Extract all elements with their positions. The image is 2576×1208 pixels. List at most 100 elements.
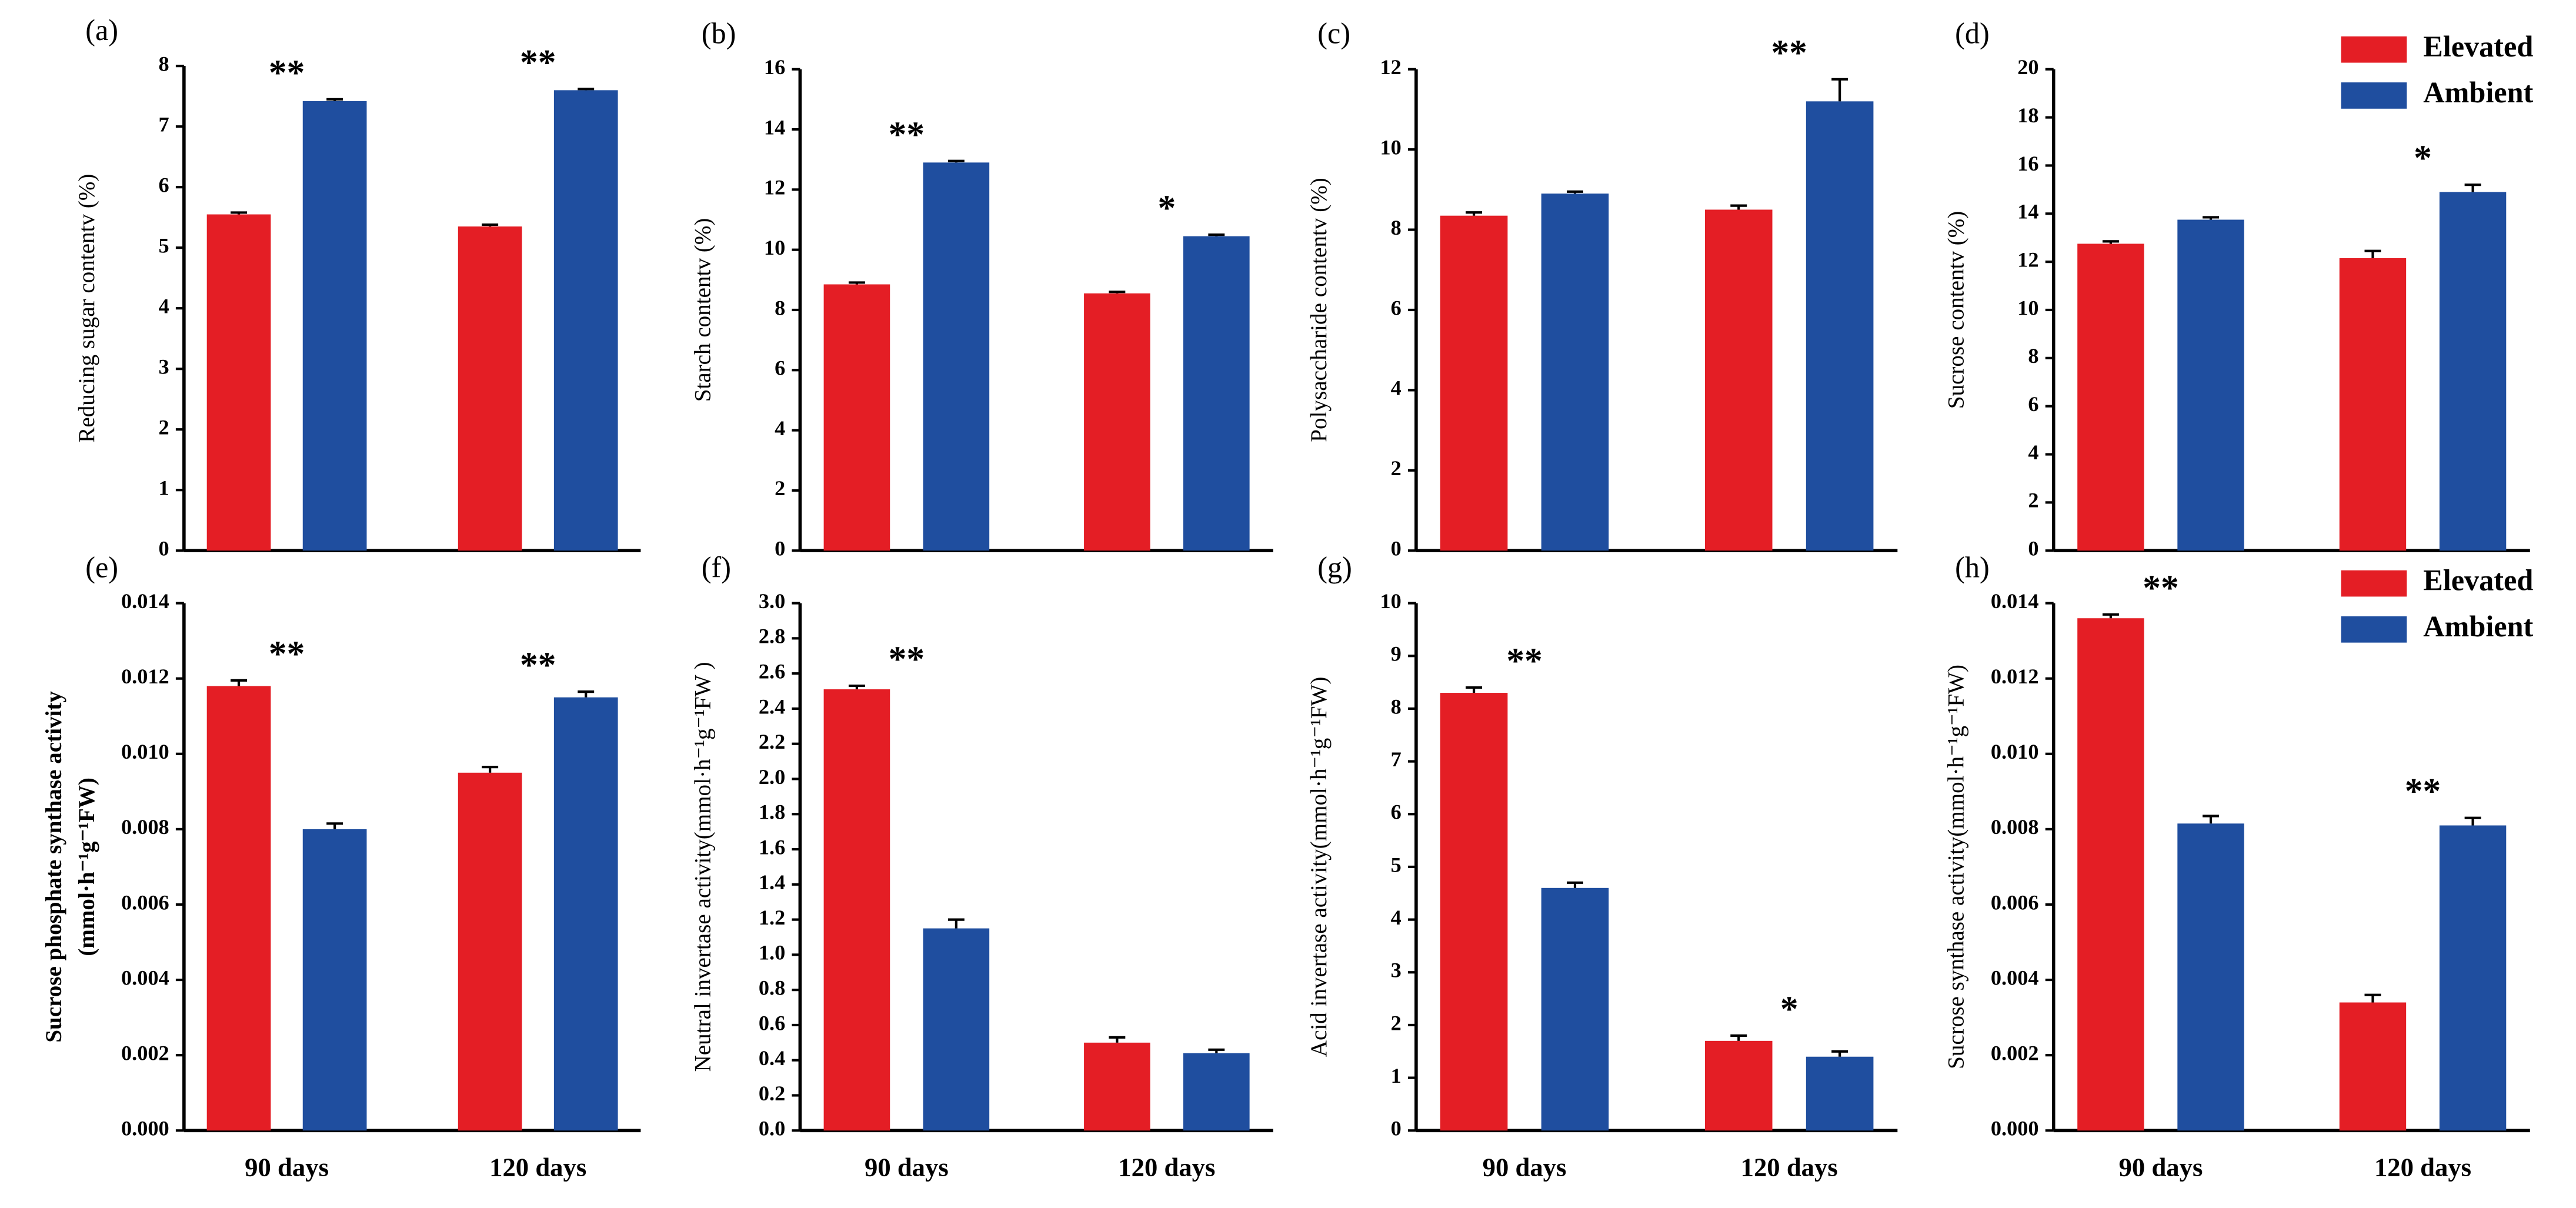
y-tick-label: 2.8 <box>759 625 785 648</box>
panel-label: (b) <box>702 16 736 49</box>
y-tick-label: 2 <box>159 416 169 439</box>
y-axis-label: Sucrose synthase activity(mmol·h⁻¹g⁻¹FW) <box>1944 665 1969 1069</box>
y-tick-label: 0 <box>1391 1117 1402 1140</box>
x-tick-label: 90 days <box>2119 1153 2203 1182</box>
y-tick-label: 0.6 <box>759 1011 785 1035</box>
y-tick-label: 14 <box>2017 200 2038 223</box>
y-axis-label: Acid invertase activity(mmol·h⁻¹g⁻¹FW) <box>1306 677 1332 1057</box>
y-tick-label: 0.008 <box>121 815 169 839</box>
significance-mark: ** <box>520 645 556 685</box>
y-tick-label: 5 <box>1391 853 1402 876</box>
y-tick-label: 0.010 <box>1991 740 2039 763</box>
y-tick-label: 1.4 <box>759 870 785 894</box>
significance-mark: * <box>1780 989 1798 1029</box>
y-tick-label: 0.000 <box>1991 1117 2039 1140</box>
panel-label: (c) <box>1317 16 1350 49</box>
y-tick-label: 0.4 <box>759 1046 785 1070</box>
y-tick-label: 2 <box>2028 489 2038 512</box>
legend-label: Elevated <box>2423 564 2533 597</box>
y-tick-label: 10 <box>1380 589 1401 613</box>
bar <box>1084 1042 1150 1131</box>
legend-label: Elevated <box>2423 30 2533 63</box>
y-tick-label: 4 <box>159 295 169 318</box>
y-tick-label: 8 <box>2028 344 2038 368</box>
y-tick-label: 7 <box>159 113 169 136</box>
x-tick-label: 90 days <box>1483 1153 1567 1182</box>
y-tick-label: 0.000 <box>121 1117 169 1140</box>
y-tick-label: 2.4 <box>759 695 785 718</box>
legend-label: Ambient <box>2423 610 2533 643</box>
y-tick-label: 2.0 <box>759 765 785 789</box>
bar <box>206 686 271 1131</box>
bar <box>1704 209 1773 551</box>
y-tick-label: 1 <box>1391 1064 1402 1087</box>
y-tick-label: 8 <box>1391 216 1402 239</box>
y-tick-label: 4 <box>1391 376 1402 400</box>
panel-label: (h) <box>1955 550 1990 583</box>
y-tick-label: 10 <box>1380 135 1401 159</box>
bar <box>206 214 271 551</box>
y-tick-label: 3.0 <box>759 589 785 613</box>
y-tick-label: 8 <box>159 52 169 76</box>
legend-label: Ambient <box>2423 76 2533 109</box>
y-axis-label: Reducing sugar contentv (%) <box>74 174 99 443</box>
y-tick-label: 1 <box>159 476 169 500</box>
y-tick-label: 20 <box>2017 55 2038 79</box>
y-tick-label: 2.6 <box>759 659 785 683</box>
bar <box>2339 258 2407 551</box>
panel-label: (g) <box>1317 550 1352 583</box>
bar <box>302 829 367 1131</box>
y-tick-label: 1.6 <box>759 835 785 859</box>
bar <box>458 226 522 551</box>
y-tick-label: 14 <box>764 115 785 139</box>
bar <box>1440 693 1508 1131</box>
panel-label: (d) <box>1955 16 1990 49</box>
y-tick-label: 6 <box>775 356 785 380</box>
y-tick-label: 0.012 <box>121 665 169 688</box>
y-tick-label: 0.002 <box>121 1042 169 1065</box>
y-tick-label: 0.006 <box>1991 890 2039 914</box>
significance-mark: ** <box>269 634 305 674</box>
bar <box>2177 219 2244 551</box>
bar <box>1541 193 1609 551</box>
significance-mark: ** <box>2405 772 2441 812</box>
y-tick-label: 6 <box>2028 392 2038 416</box>
y-tick-label: 2 <box>1391 456 1402 480</box>
significance-mark: ** <box>2143 568 2178 608</box>
y-tick-label: 0.010 <box>121 740 169 763</box>
y-tick-label: 2.2 <box>759 730 785 753</box>
bar <box>553 697 618 1131</box>
y-tick-label: 0.008 <box>1991 815 2039 839</box>
bar <box>2439 192 2507 551</box>
bar <box>1183 236 1250 551</box>
bar <box>1806 101 1874 551</box>
y-axis-label: Sucrose phosphate synthase activity <box>41 691 66 1043</box>
y-tick-label: 4 <box>1391 906 1402 929</box>
significance-mark: ** <box>1771 33 1807 73</box>
bar <box>2077 243 2144 551</box>
x-tick-label: 120 days <box>1118 1153 1215 1182</box>
y-tick-label: 1.8 <box>759 800 785 824</box>
y-axis-label: Starch contentv (%) <box>690 218 715 402</box>
bar <box>823 689 890 1131</box>
y-tick-label: 12 <box>764 176 785 199</box>
y-tick-label: 4 <box>2028 441 2038 464</box>
x-tick-label: 120 days <box>2374 1153 2471 1182</box>
y-axis-label: Sucrose contentv (%) <box>1944 211 1969 409</box>
legend-swatch <box>2341 82 2407 109</box>
significance-mark: ** <box>520 42 556 82</box>
y-tick-label: 0 <box>159 537 169 560</box>
y-tick-label: 0 <box>1391 537 1402 560</box>
legend-swatch <box>2341 616 2407 643</box>
significance-mark: * <box>2414 138 2432 178</box>
bar <box>2339 1002 2407 1131</box>
bar <box>1704 1040 1773 1131</box>
bar <box>1084 293 1150 551</box>
y-tick-label: 16 <box>764 55 785 79</box>
y-tick-label: 10 <box>764 236 785 259</box>
significance-mark: ** <box>269 53 305 93</box>
bar <box>2439 825 2507 1131</box>
y-tick-label: 3 <box>159 355 169 379</box>
y-tick-label: 2 <box>1391 1011 1402 1035</box>
x-tick-label: 90 days <box>865 1153 949 1182</box>
